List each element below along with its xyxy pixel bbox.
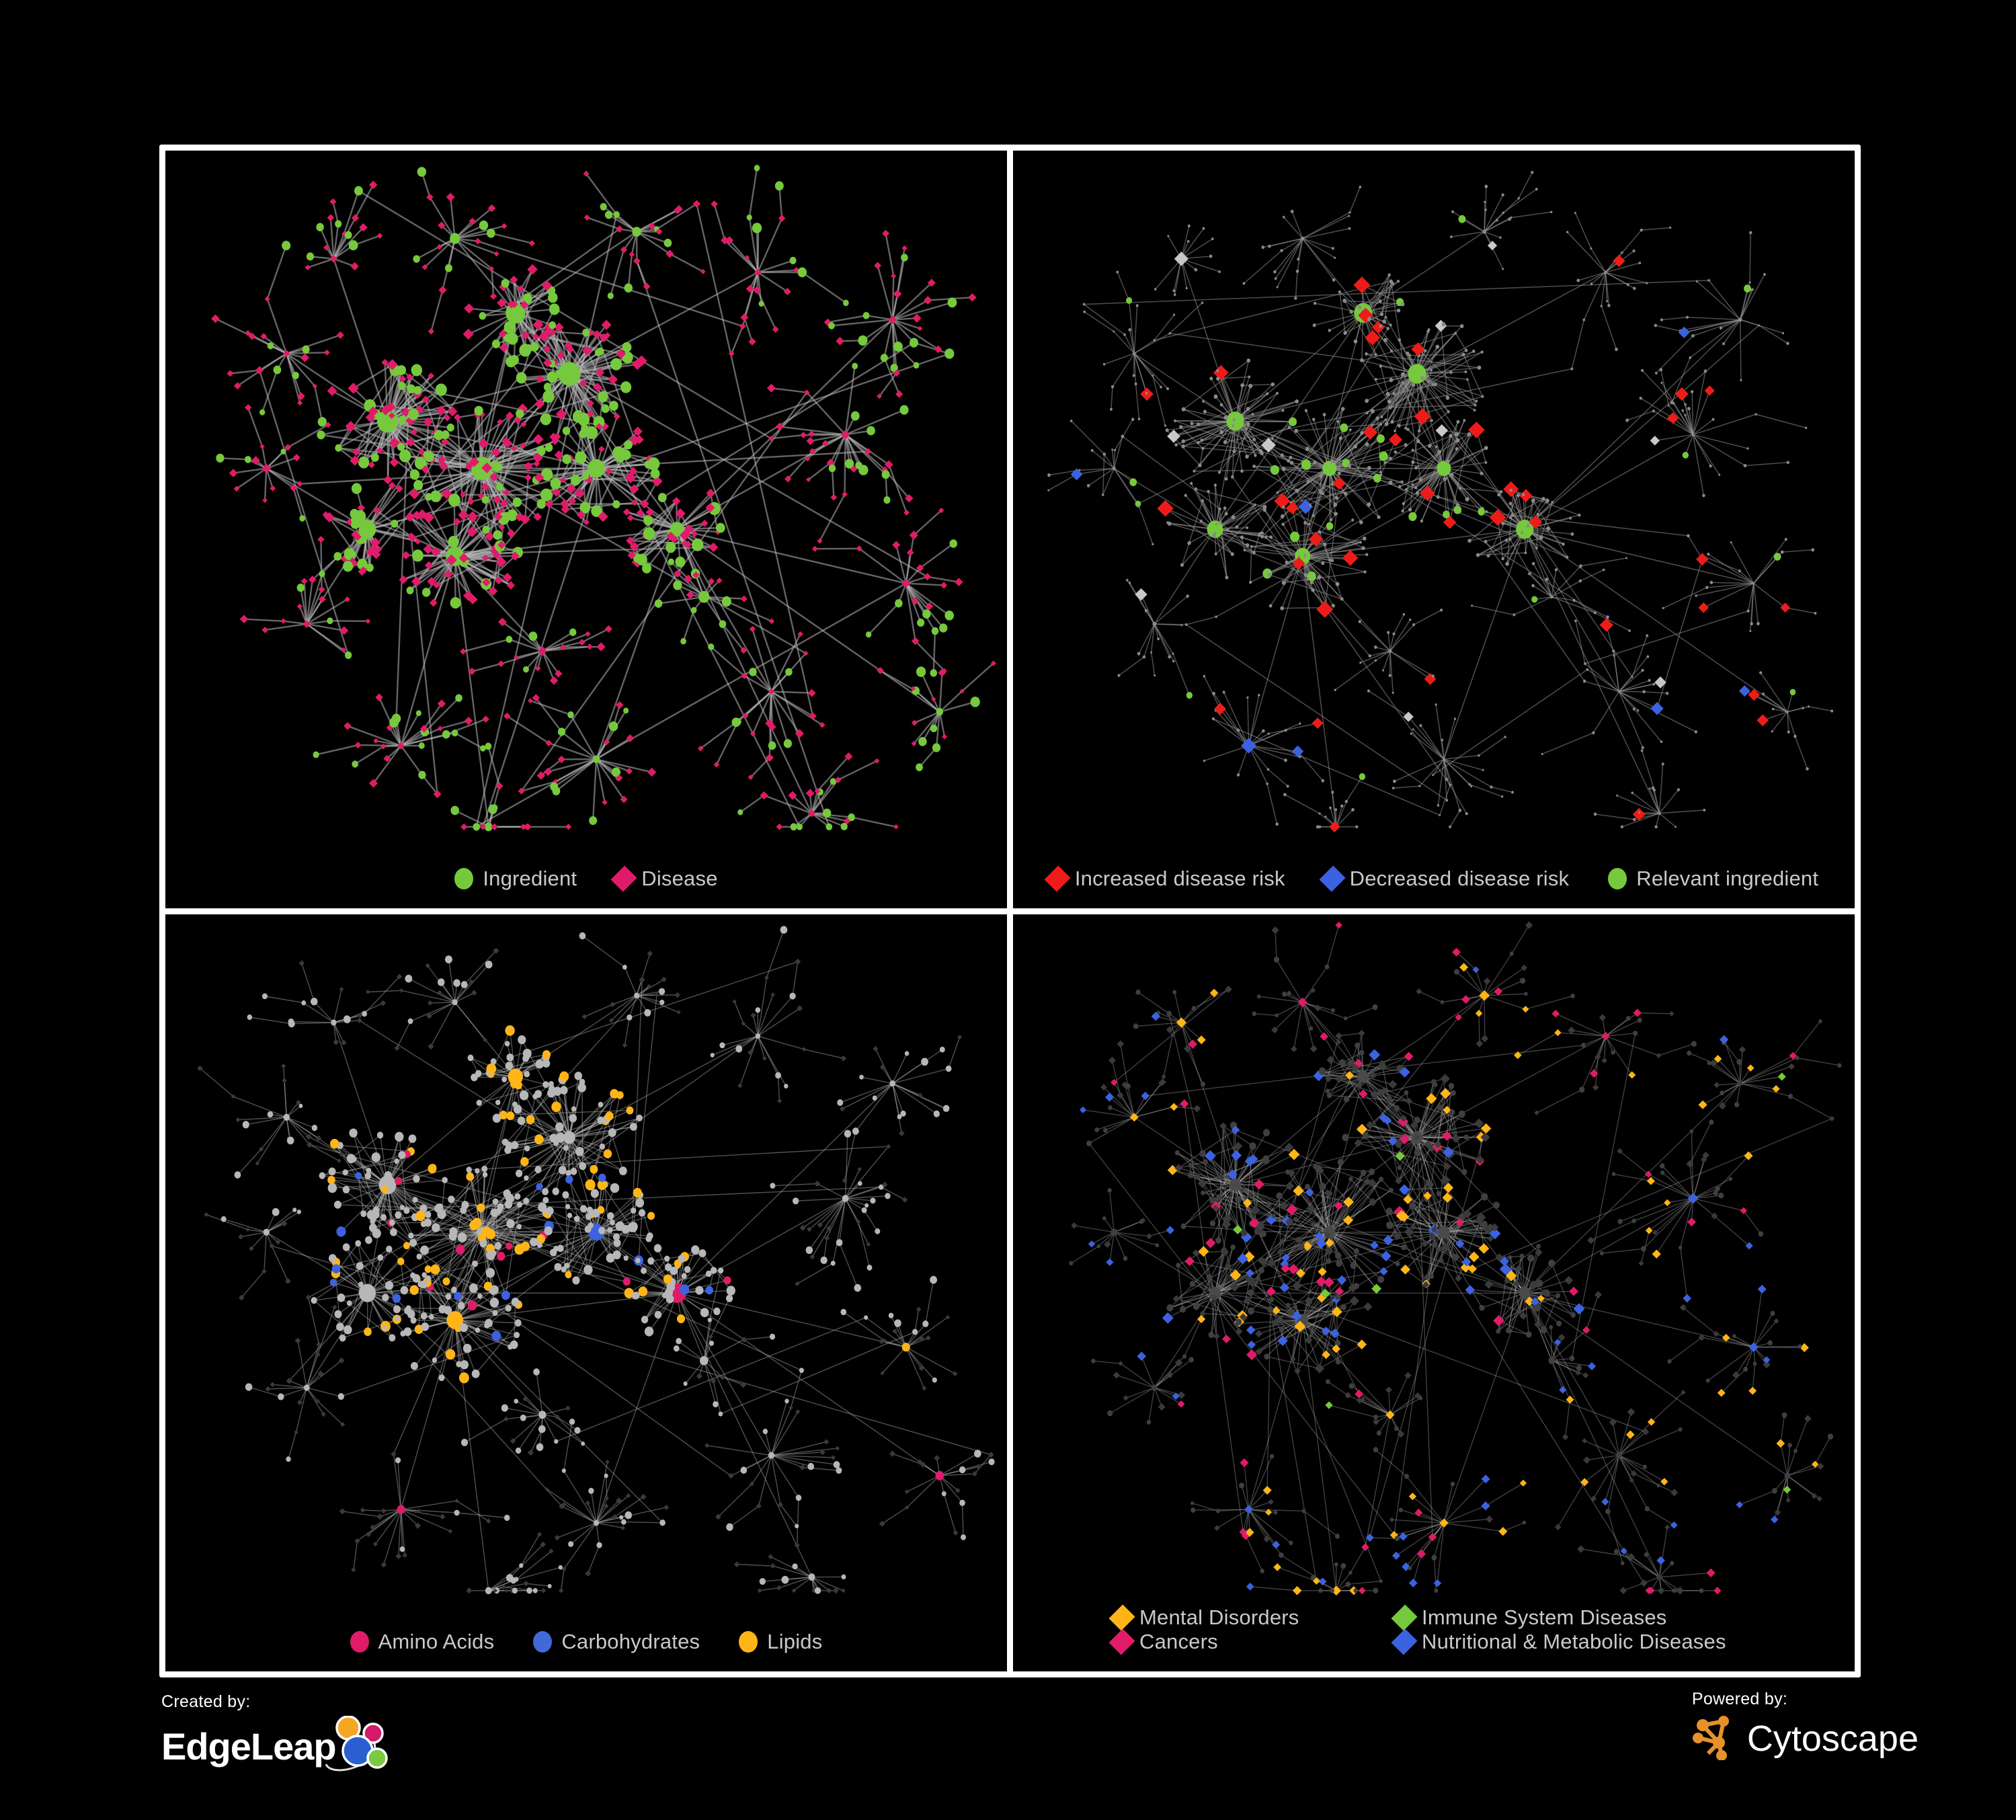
legend-label-immune-system-diseases: Immune System Diseases: [1422, 1606, 1667, 1629]
edgeleap-icon-svg: [325, 1715, 388, 1772]
network-svg-1: [211, 165, 996, 832]
legend-label-increased-risk: Increased disease risk: [1074, 866, 1285, 890]
cytoscape-graph-icon: [1692, 1713, 1740, 1764]
legend-label-lipids: Lipids: [767, 1630, 823, 1653]
legend-label-amino-acids: Amino Acids: [378, 1630, 495, 1653]
edgeleap-wordmark: EdgeLeap: [161, 1725, 337, 1768]
immune-system-diseases-marker-icon: [1391, 1604, 1418, 1631]
disease-marker-icon: [610, 865, 637, 892]
mental-disorders-marker-icon: [1108, 1604, 1135, 1631]
created-by-label: Created by:: [161, 1692, 251, 1711]
legend-item-cancers[interactable]: Cancers: [1108, 1628, 1369, 1655]
legend-item-carbohydrates[interactable]: Carbohydrates: [533, 1630, 700, 1654]
cancers-marker-icon: [1108, 1628, 1135, 1655]
network-canvas-3[interactable]: [165, 914, 1007, 1672]
legend-item-ingredient[interactable]: Ingredient: [454, 867, 577, 891]
panel-grid: Ingredient Disease Increased disease ris…: [159, 145, 1861, 1677]
cytoscape-logo[interactable]: Powered by:: [1692, 1690, 1919, 1764]
legend-label-relevant-ingredient: Relevant ingredient: [1636, 866, 1819, 890]
network-svg-4: [1069, 920, 1842, 1595]
legend-3: Amino Acids Carbohydrates Lipids: [165, 1630, 1007, 1654]
legend-item-nutritional-metabolic-diseases[interactable]: Nutritional & Metabolic Diseases: [1391, 1628, 1726, 1655]
legend-label-ingredient: Ingredient: [483, 866, 577, 890]
footer: Created by: EdgeLeap: [0, 1679, 2016, 1820]
cytoscape-wordmark: Cytoscape: [1746, 1718, 1919, 1759]
amino-acids-marker-icon: [350, 1631, 369, 1653]
legend-item-lipids[interactable]: Lipids: [739, 1630, 822, 1654]
panel-ingredient-classes[interactable]: Amino Acids Carbohydrates Lipids: [165, 914, 1007, 1672]
legend-4: Mental Disorders Immune System Diseases …: [1013, 1604, 1855, 1655]
edgeleap-graph-icon: [324, 1715, 389, 1777]
legend-item-amino-acids[interactable]: Amino Acids: [350, 1630, 495, 1654]
powered-by-label: Powered by:: [1691, 1690, 1788, 1708]
legend-label-cancers: Cancers: [1139, 1630, 1218, 1653]
network-svg-2: [1047, 171, 1834, 833]
cytoscape-icon-svg: [1692, 1716, 1729, 1761]
panel-disease-classes[interactable]: Mental Disorders Immune System Diseases …: [1013, 914, 1855, 1672]
legend-item-disease[interactable]: Disease: [610, 865, 718, 892]
legend-item-increased-risk[interactable]: Increased disease risk: [1044, 865, 1285, 892]
decreased-risk-marker-icon: [1319, 865, 1346, 892]
panel-ingredient-disease[interactable]: Ingredient Disease: [165, 151, 1007, 908]
relevant-ingredient-marker-icon: [1608, 867, 1627, 889]
panel-disease-risk[interactable]: Increased disease risk Decreased disease…: [1013, 151, 1855, 908]
network-canvas-4[interactable]: [1013, 914, 1855, 1672]
legend-item-relevant-ingredient[interactable]: Relevant ingredient: [1608, 867, 1818, 891]
network-svg-3: [197, 925, 995, 1594]
lipids-marker-icon: [739, 1631, 758, 1653]
legend-label-disease: Disease: [641, 866, 718, 890]
legend-label-carbohydrates: Carbohydrates: [561, 1630, 700, 1653]
legend-item-immune-system-diseases[interactable]: Immune System Diseases: [1391, 1604, 1666, 1631]
increased-risk-marker-icon: [1044, 865, 1071, 892]
legend-item-mental-disorders[interactable]: Mental Disorders: [1108, 1604, 1369, 1631]
network-canvas-1[interactable]: [165, 151, 1007, 908]
nutritional-metabolic-marker-icon: [1391, 1628, 1418, 1655]
legend-label-nutritional-metabolic-diseases: Nutritional & Metabolic Diseases: [1422, 1630, 1726, 1653]
legend-label-mental-disorders: Mental Disorders: [1139, 1606, 1299, 1629]
edgeleap-logo[interactable]: Created by: EdgeLeap: [161, 1692, 389, 1777]
network-canvas-2[interactable]: [1013, 151, 1855, 908]
legend-2: Increased disease risk Decreased disease…: [1013, 865, 1855, 892]
legend-1: Ingredient Disease: [165, 865, 1007, 892]
legend-label-decreased-risk: Decreased disease risk: [1349, 866, 1570, 890]
ingredient-marker-icon: [454, 867, 474, 889]
carbohydrates-marker-icon: [533, 1631, 553, 1653]
legend-item-decreased-risk[interactable]: Decreased disease risk: [1319, 865, 1570, 892]
